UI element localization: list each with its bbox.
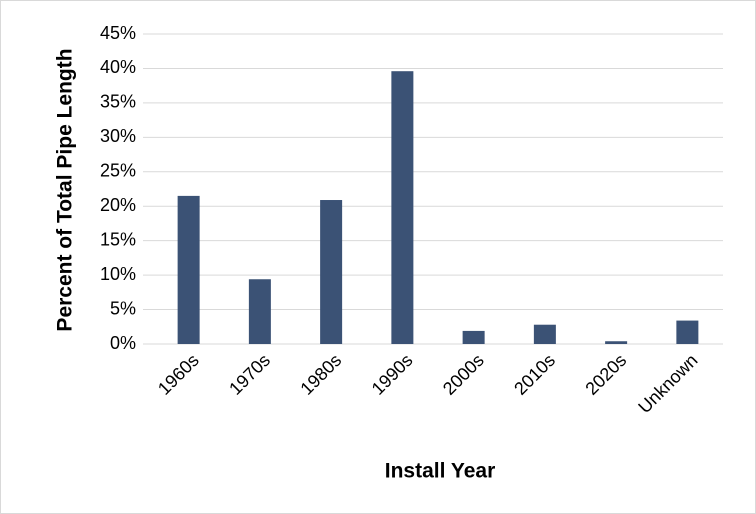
- y-tick-label: 40%: [100, 57, 136, 77]
- y-tick-label: 30%: [100, 126, 136, 146]
- y-tick-label: 35%: [100, 92, 136, 112]
- bar: [533, 324, 556, 344]
- bar: [462, 330, 485, 344]
- bar: [177, 195, 200, 344]
- y-axis-title: Percent of Total Pipe Length: [54, 48, 77, 331]
- y-tick-label: 20%: [100, 195, 136, 215]
- y-tick-label: 45%: [100, 23, 136, 43]
- y-tick-label: 25%: [100, 161, 136, 181]
- y-tick-label: 15%: [100, 229, 136, 249]
- bar: [391, 71, 414, 344]
- y-tick-label: 5%: [110, 298, 136, 318]
- y-tick-label: 0%: [110, 333, 136, 353]
- bar: [605, 341, 628, 344]
- x-axis-title: Install Year: [385, 460, 496, 483]
- bar: [676, 320, 699, 344]
- y-tick-label: 10%: [100, 264, 136, 284]
- bar: [248, 279, 271, 344]
- bar: [320, 200, 343, 344]
